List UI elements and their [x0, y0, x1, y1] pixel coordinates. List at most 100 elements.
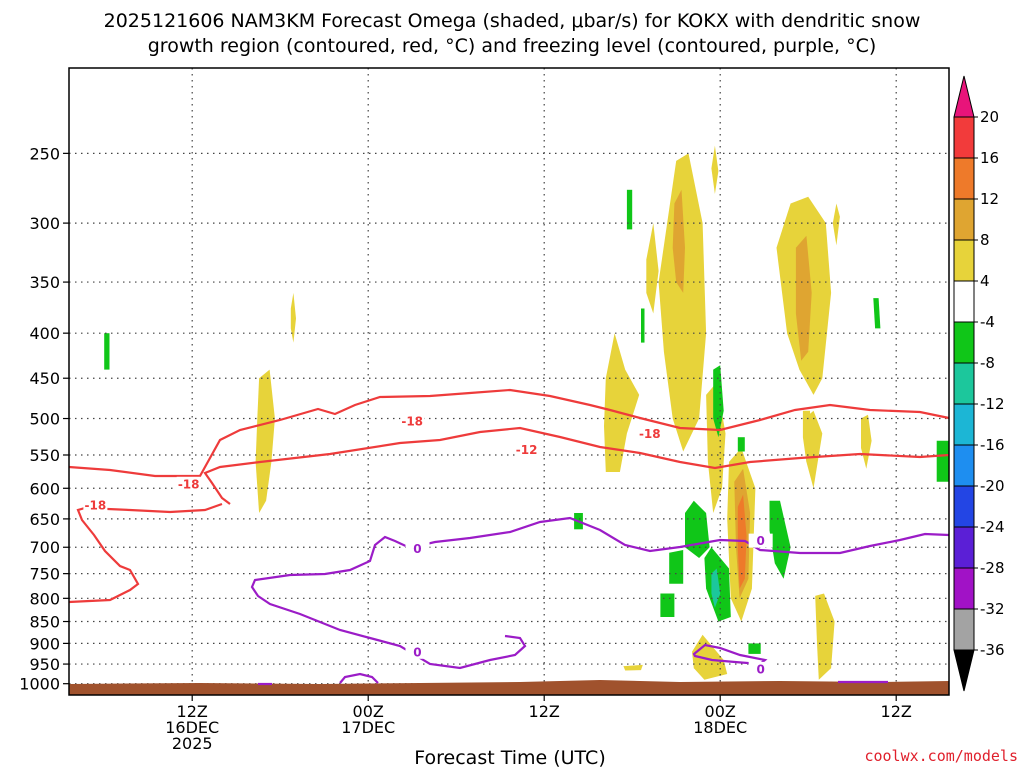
colorbar-label-7: -12 [980, 395, 1005, 413]
y-tick-label-600: 600 [29, 479, 60, 498]
y-tick-label-500: 500 [29, 410, 60, 429]
omega-shade-region-14 [802, 410, 812, 462]
omega-shade-region-15 [672, 189, 685, 293]
contour-label-2: -18 [401, 414, 423, 428]
omega-shade-region-1 [290, 292, 296, 343]
contour-label-1: -18 [178, 477, 200, 491]
colorbar-bin-1 [953, 157, 975, 200]
omega-shade-region-21 [626, 189, 633, 230]
x-tick-label-3-1: 00Z [705, 702, 736, 721]
omega-shade-region-34 [936, 440, 949, 482]
colorbar-bottom-arrow [953, 649, 975, 692]
contour-label-3: -18 [639, 427, 661, 441]
colorbar-label-13: -36 [980, 641, 1005, 659]
colorbar-bin-11 [953, 567, 975, 610]
x-tick-label-0-2: 16DEC [165, 718, 219, 737]
colorbar-label-5: -4 [980, 313, 995, 331]
x-tick-label-2-1: 12Z [529, 702, 560, 721]
omega-shade-region-32 [769, 500, 791, 579]
contour-labels: -18 -18 -18 -18 -12 0 0 0 0 [83, 413, 773, 676]
x-axis-label: Forecast Time (UTC) [414, 747, 605, 768]
omega-shade-region-2 [604, 333, 640, 472]
omega-shading [104, 145, 949, 680]
colorbar-bin-8 [953, 444, 975, 487]
plot-frame [68, 67, 950, 696]
omega-shade-region-3 [658, 153, 707, 452]
x-tick-label-1-1: 00Z [353, 702, 384, 721]
contour-label-5: 0 [413, 542, 421, 556]
omega-shade-region-22 [641, 308, 645, 343]
omega-shade-region-5 [711, 145, 719, 194]
terrain-band [69, 680, 949, 695]
contour-label-bg-7 [748, 533, 773, 548]
omega-shade-region-23 [873, 298, 881, 329]
x-tick-label-4-1: 12Z [881, 702, 912, 721]
y-tick-label-450: 450 [29, 369, 60, 388]
colorbar-label-3: 8 [980, 231, 990, 249]
contour-label-bg-6 [405, 644, 430, 659]
omega-shade-region-11 [692, 634, 728, 680]
contour-label-bg-5 [405, 541, 430, 556]
colorbar-bin-12 [953, 608, 975, 651]
y-tick-label-300: 300 [29, 214, 60, 233]
contour-label-8: 0 [757, 662, 765, 676]
contour-label-bg-0 [83, 498, 108, 513]
colorbar-label-8: -16 [980, 436, 1005, 454]
contour-label-bg-1 [176, 476, 201, 491]
y-tick-label-950: 950 [29, 655, 60, 674]
omega-shade-region-16 [795, 235, 812, 361]
omega-shade-region-4 [646, 223, 659, 314]
omega-shade-region-31 [660, 593, 675, 617]
contour-label-bg-2 [400, 413, 425, 428]
colorbar-bin-2 [953, 198, 975, 241]
colorbar-bin-0 [953, 116, 975, 159]
colorbar-bin-3 [953, 239, 975, 282]
colorbar-label-11: -28 [980, 559, 1005, 577]
x-tick-label-0-3: 2025 [172, 734, 213, 753]
plot-background [69, 68, 949, 695]
contour-label-bg-3 [637, 426, 662, 441]
contour-label-0: -18 [85, 499, 107, 513]
chart-title-line1: 2025121606 NAM3KM Forecast Omega (shaded… [104, 10, 921, 32]
y-tick-label-550: 550 [29, 446, 60, 465]
colorbar-label-12: -32 [980, 600, 1005, 618]
y-axis: 250 300 350 400 450 500 550 600 650 700 750 800 850 9… [19, 144, 69, 694]
colorbar-label-4: 4 [980, 272, 990, 290]
colorbar-bin-7 [953, 403, 975, 446]
colorbar-bin-6 [953, 362, 975, 405]
colorbar-label-2: 12 [980, 190, 999, 208]
contour-label-6: 0 [413, 645, 421, 659]
colorbar-label-6: -8 [980, 354, 995, 372]
y-tick-label-900: 900 [29, 634, 60, 653]
omega-shade-region-25 [737, 437, 745, 452]
omega-shade-region-20 [104, 333, 110, 370]
y-tick-label-350: 350 [29, 273, 60, 292]
colorbar-label-0: 20 [980, 108, 999, 126]
omega-shade-region-30 [669, 550, 684, 584]
dendritic-contour-minus12 [203, 426, 950, 505]
contour-label-4: -12 [516, 443, 538, 457]
omega-shade-region-12 [623, 664, 643, 671]
y-tick-label-400: 400 [29, 324, 60, 343]
y-tick-label-250: 250 [29, 144, 60, 163]
plot-area: -18 -18 -18 -18 -12 0 0 0 0 250 300 350 400 450 500 55… [19, 67, 950, 753]
y-tick-label-750: 750 [29, 565, 60, 584]
contour-label-bg-4 [514, 442, 539, 457]
dendritic-contour-minus12-lower [68, 502, 223, 604]
colorbar: 20 16 12 8 4 -4 -8 -12 -16 -20 -24 -28 -32 -36 [953, 75, 1005, 692]
colorbar-bin-5 [953, 321, 975, 364]
x-tick-label-0-1: 12Z [177, 702, 208, 721]
colorbar-label-1: 16 [980, 149, 999, 167]
y-tick-label-800: 800 [29, 589, 60, 608]
colorbar-bin-4 [953, 280, 975, 323]
contour-label-bg-8 [748, 661, 773, 676]
chart-title-line2: growth region (contoured, red, °C) and f… [148, 35, 877, 57]
colorbar-bin-10 [953, 526, 975, 569]
y-tick-label-1000: 1000 [19, 675, 60, 694]
x-tick-label-3-2: 18DEC [693, 718, 747, 737]
freezing-level-contour-surface [339, 672, 379, 684]
omega-shade-region-33 [748, 643, 761, 654]
omega-shade-region-24 [713, 365, 724, 438]
